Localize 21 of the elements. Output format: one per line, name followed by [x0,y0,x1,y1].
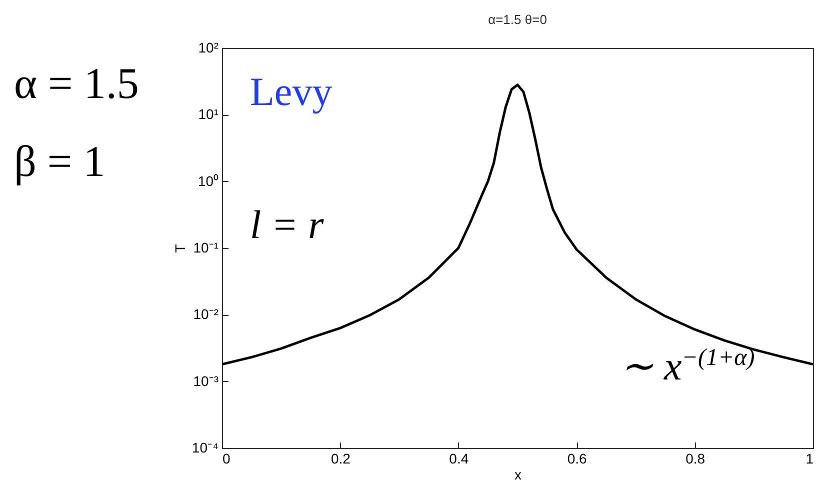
x-tick-label: 0.6 [567,450,588,466]
y-tick-label: 10⁻⁴ [192,440,218,456]
y-tick-label: 10⁻³ [193,372,219,389]
chart-title: α=1.5 θ=0 [488,12,547,27]
x-tick-label: 0.2 [330,450,351,466]
annotation: ∼ x$^{−(1+α)}$ [620,343,755,388]
y-axis-title: T [172,244,188,253]
y-tick-label: 10⁻¹ [193,240,219,256]
annotation: Levy [250,69,332,114]
y-tick-label: 10² [198,40,219,56]
x-tick-label: 0.8 [686,450,706,466]
y-tick-label: 10⁰ [198,172,218,189]
x-tick-label: 1 [806,450,814,466]
x-tick-label: 0 [222,450,230,466]
text: β = 1 [14,137,106,186]
y-tick-label: 10¹ [198,106,219,122]
y-tick-label: 10⁻² [193,306,219,322]
x-axis-title: x [514,466,522,482]
annotation: l = r [250,202,324,247]
x-tick-label: 0.4 [449,450,469,466]
text: α = 1.5 [14,59,139,108]
